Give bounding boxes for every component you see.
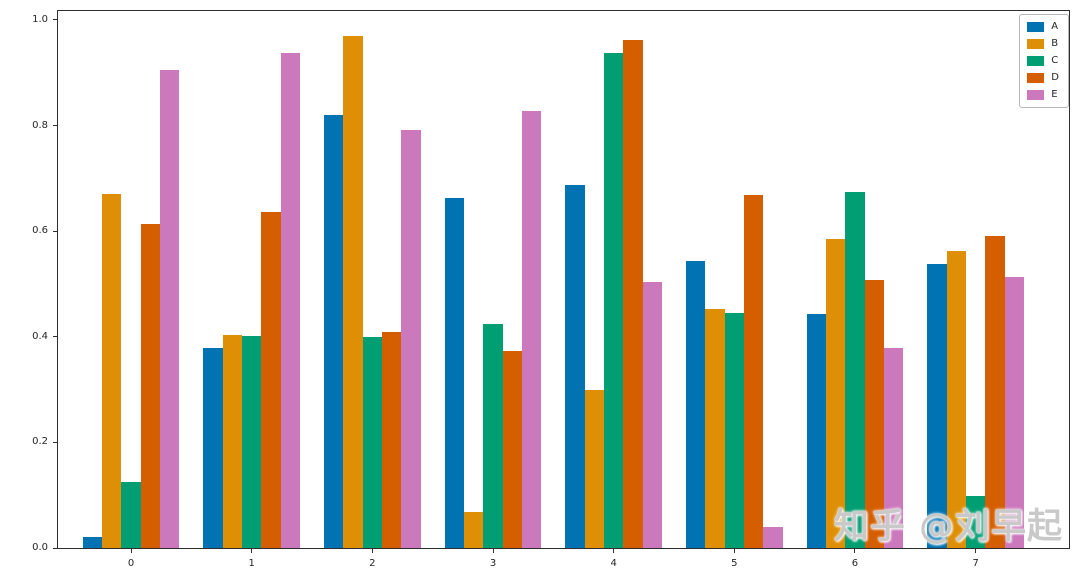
legend-item-A: A — [1027, 21, 1059, 33]
y-tick-mark — [53, 230, 57, 232]
bar-C-1 — [242, 336, 262, 548]
legend-label: D — [1051, 72, 1059, 83]
legend-item-C: C — [1027, 55, 1059, 67]
bar-B-3 — [464, 512, 484, 548]
bar-E-5 — [763, 527, 783, 548]
y-axis-tick-label: 0.4 — [32, 330, 48, 342]
watermark: 知乎 @刘早起 — [833, 507, 1063, 547]
legend-swatch-icon — [1027, 90, 1045, 100]
bar-B-6 — [826, 238, 846, 548]
legend-item-B: B — [1027, 38, 1059, 50]
bar-C-6 — [845, 192, 865, 548]
legend-swatch-icon — [1027, 39, 1045, 49]
bar-B-2 — [343, 35, 363, 548]
bar-E-4 — [642, 282, 662, 548]
legend-label: E — [1051, 89, 1058, 100]
bar-B-0 — [102, 194, 122, 548]
legend-swatch-icon — [1027, 73, 1045, 83]
x-axis-tick-label: 2 — [369, 558, 376, 569]
x-axis-tick-label: 0 — [127, 558, 135, 569]
y-axis-tick-label: 0.8 — [32, 119, 48, 131]
legend-item-D: D — [1027, 72, 1059, 84]
x-tick-mark — [492, 549, 494, 553]
bar-B-7 — [946, 250, 966, 548]
bar-B-5 — [705, 308, 725, 548]
bar-C-2 — [362, 336, 382, 548]
bar-A-7 — [927, 263, 947, 548]
legend-label: A — [1051, 21, 1059, 32]
x-axis-tick-label: 3 — [489, 558, 497, 569]
x-tick-mark — [975, 549, 977, 553]
y-axis-tick-label: 0.0 — [32, 542, 48, 553]
legend-label: C — [1051, 55, 1059, 66]
x-tick-mark — [854, 549, 856, 553]
bar-C-7 — [966, 496, 986, 548]
y-axis-tick-label: 0.6 — [32, 225, 48, 237]
bar-C-4 — [604, 53, 624, 548]
y-tick-mark — [53, 19, 57, 21]
x-axis-tick-label: 6 — [851, 558, 859, 569]
x-axis-tick-label: 7 — [972, 558, 979, 569]
bar-D-2 — [381, 331, 402, 548]
y-axis-tick-label: 1.0 — [32, 13, 48, 25]
y-tick-mark — [53, 336, 57, 338]
x-tick-mark — [733, 549, 735, 553]
bar-A-2 — [324, 114, 344, 548]
y-axis-tick-label: 0.2 — [32, 436, 48, 448]
bar-C-3 — [483, 324, 503, 548]
bar-D-3 — [502, 351, 522, 548]
bar-A-3 — [444, 197, 465, 548]
bar-A-6 — [806, 314, 827, 548]
x-tick-mark — [613, 549, 615, 553]
bar-D-1 — [261, 212, 281, 548]
bar-D-7 — [985, 235, 1005, 548]
y-tick-mark — [53, 441, 57, 443]
bar-E-2 — [401, 130, 421, 548]
bar-D-6 — [864, 279, 884, 548]
bar-E-7 — [1004, 277, 1024, 548]
bar-A-0 — [82, 536, 103, 548]
plot-area: 0.0 0.2 0.4 0.6 0.8 1.0 0 1 2 3 4 5 6 7 — [32, 10, 1070, 569]
bar-A-5 — [686, 261, 706, 548]
legend-label: B — [1051, 38, 1059, 49]
x-tick-mark — [371, 549, 373, 553]
bar-E-1 — [280, 53, 300, 548]
bar-D-0 — [140, 224, 160, 548]
x-axis-tick-label: 1 — [248, 558, 255, 569]
x-axis-tick-label: 4 — [610, 558, 617, 569]
x-tick-mark — [251, 549, 253, 553]
bar-D-5 — [743, 195, 764, 548]
bar-C-0 — [121, 482, 141, 548]
legend-item-E: E — [1027, 89, 1059, 101]
legend-swatch-icon — [1027, 56, 1045, 66]
bar-E-0 — [159, 69, 180, 548]
bar-B-4 — [584, 389, 604, 548]
y-tick-mark — [53, 125, 57, 127]
x-axis-tick-label: 5 — [731, 558, 738, 569]
legend-swatch-icon — [1027, 22, 1045, 32]
bar-E-3 — [521, 111, 542, 548]
bar-E-6 — [883, 347, 904, 548]
bar-B-1 — [222, 334, 242, 548]
y-tick-mark — [53, 547, 57, 549]
x-tick-mark — [130, 549, 132, 553]
bar-D-4 — [623, 40, 643, 548]
bar-C-5 — [724, 312, 744, 548]
bar-A-4 — [565, 185, 585, 548]
bar-A-1 — [203, 347, 223, 548]
